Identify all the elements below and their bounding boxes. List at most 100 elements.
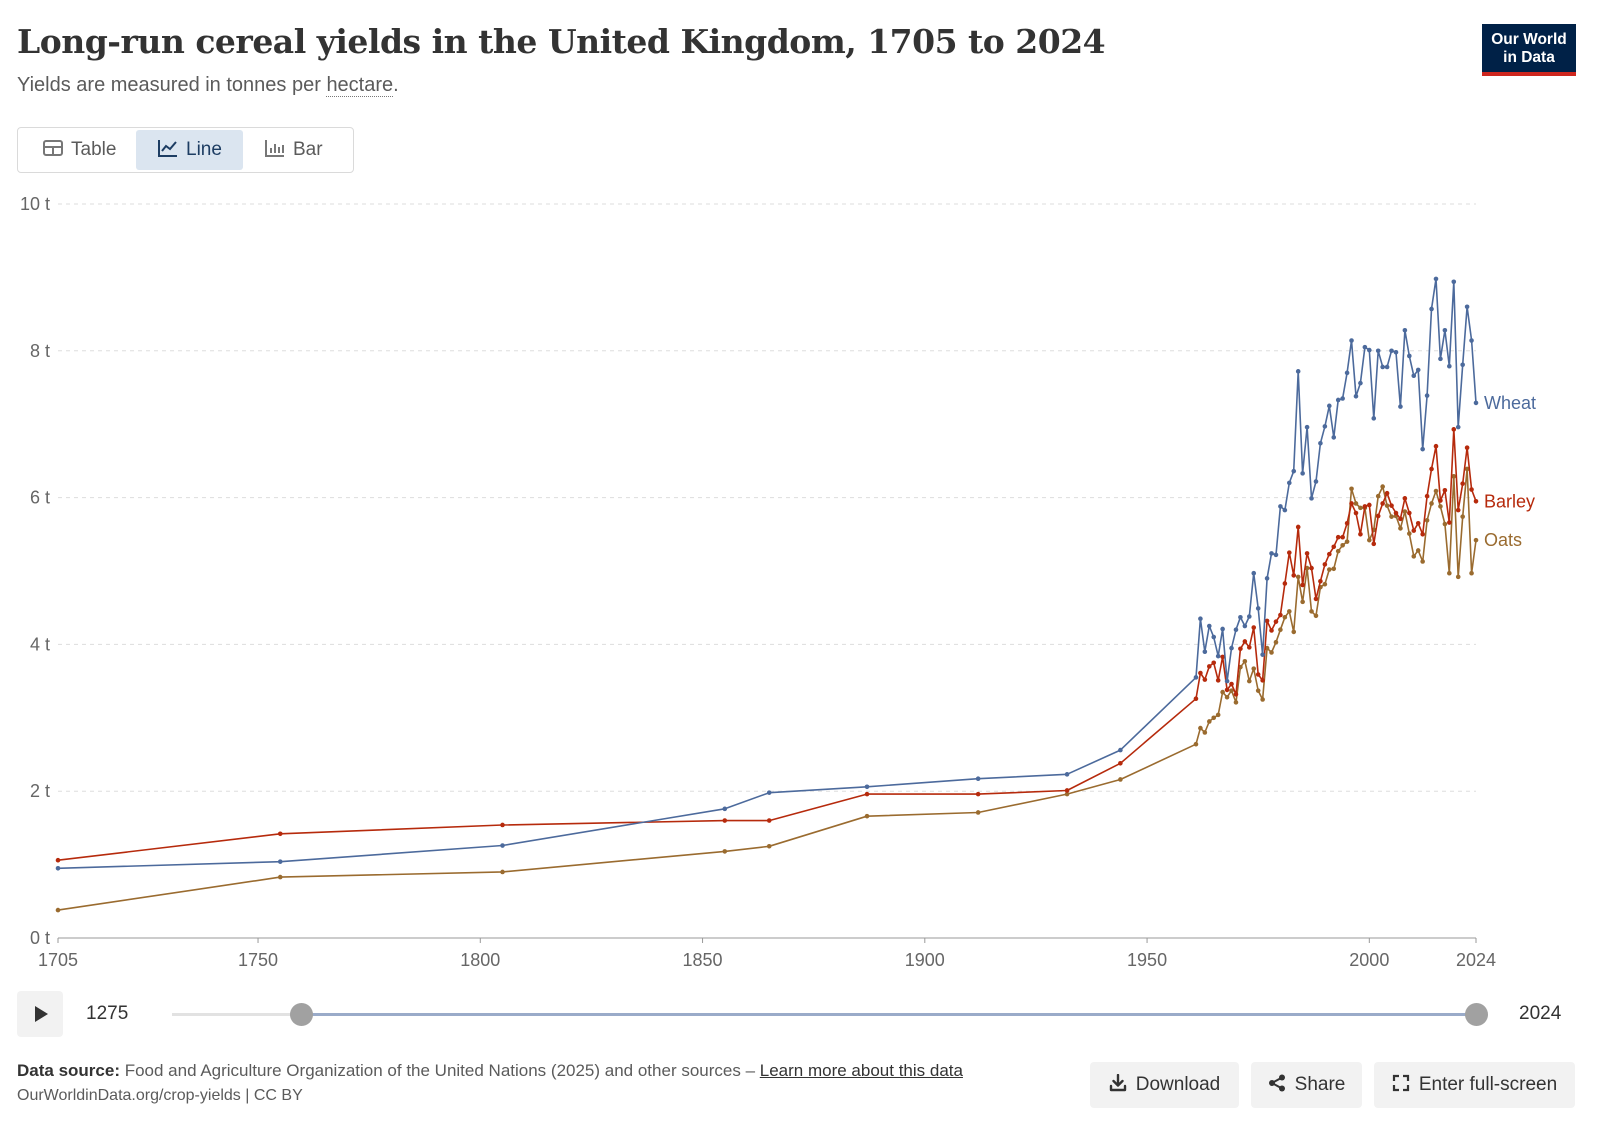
- data-point-oats: [1206, 719, 1212, 724]
- data-point-oats: [1349, 486, 1354, 492]
- data-point-wheat: [1309, 496, 1314, 501]
- play-button[interactable]: [17, 991, 63, 1037]
- tab-bar[interactable]: Bar: [244, 130, 349, 170]
- data-point-barley: [1424, 493, 1430, 499]
- data-point-oats: [277, 874, 283, 880]
- share-button[interactable]: Share: [1251, 1062, 1362, 1108]
- data-point-wheat: [1229, 645, 1234, 651]
- data-point-barley: [1242, 639, 1248, 644]
- data-point-wheat: [1318, 440, 1323, 446]
- data-point-barley: [1384, 490, 1390, 496]
- data-point-wheat: [1327, 403, 1332, 409]
- data-point-wheat: [1384, 364, 1390, 370]
- data-point-oats: [1322, 581, 1328, 587]
- share-icon: [1268, 1074, 1285, 1092]
- data-point-wheat: [1398, 404, 1403, 409]
- data-point-barley: [1389, 503, 1394, 508]
- data-point-barley: [1464, 445, 1470, 450]
- data-point-wheat: [1295, 369, 1301, 374]
- data-point-oats: [1251, 666, 1257, 671]
- data-point-oats: [1402, 509, 1408, 514]
- data-point-oats: [722, 849, 728, 854]
- x-tick-label: 1850: [683, 950, 723, 970]
- data-point-oats: [1287, 609, 1292, 614]
- data-point-wheat: [1264, 576, 1270, 581]
- data-point-wheat: [1224, 678, 1230, 684]
- data-point-wheat: [1424, 393, 1430, 398]
- timeline-end-handle[interactable]: [1465, 1003, 1488, 1026]
- data-source: Data source: Food and Agriculture Organi…: [17, 1061, 963, 1080]
- data-point-barley: [1415, 520, 1421, 526]
- data-point-wheat: [1322, 424, 1328, 429]
- data-point-wheat: [1429, 306, 1434, 312]
- data-point-oats: [1224, 694, 1230, 700]
- data-point-barley: [1402, 496, 1408, 501]
- learn-more-link[interactable]: Learn more about this data: [759, 1061, 963, 1080]
- credit-line: OurWorldinData.org/crop-yields | CC BY: [17, 1087, 303, 1104]
- data-point-barley: [1451, 427, 1457, 432]
- data-point-wheat: [1411, 373, 1417, 379]
- data-point-oats: [1367, 537, 1372, 543]
- table-icon: [43, 139, 63, 156]
- x-tick-label: 1900: [905, 950, 945, 970]
- data-point-barley: [1344, 520, 1350, 526]
- data-point-barley: [1349, 501, 1354, 506]
- timeline-start-handle[interactable]: [290, 1003, 313, 1026]
- timeline-end-label: 2024: [1519, 1003, 1562, 1024]
- data-point-oats: [1193, 741, 1199, 747]
- data-point-wheat: [1415, 367, 1421, 373]
- data-point-oats: [1064, 791, 1070, 797]
- data-point-wheat: [1358, 380, 1363, 386]
- fullscreen-button[interactable]: Enter full-screen: [1374, 1062, 1575, 1108]
- download-button[interactable]: Download: [1090, 1062, 1239, 1108]
- data-point-oats: [1420, 559, 1425, 564]
- data-point-oats: [1273, 639, 1279, 645]
- data-point-barley: [55, 857, 61, 863]
- data-point-barley: [1238, 646, 1243, 652]
- data-point-barley: [1429, 466, 1434, 472]
- hectare-link[interactable]: hectare: [326, 74, 394, 97]
- data-point-oats: [1384, 503, 1390, 508]
- series-label-oats: Oats: [1484, 530, 1522, 550]
- data-point-wheat: [1242, 623, 1248, 629]
- data-point-wheat: [1233, 627, 1239, 633]
- data-point-oats: [1411, 554, 1417, 559]
- expand-icon: [1392, 1074, 1409, 1092]
- x-tick-label: 1800: [460, 950, 500, 970]
- tab-table[interactable]: Table: [20, 130, 135, 170]
- data-point-oats: [1375, 493, 1381, 499]
- timeline-selected-range: [302, 1013, 1476, 1016]
- data-point-barley: [1211, 660, 1217, 666]
- data-point-oats: [1380, 484, 1385, 489]
- data-point-oats: [1242, 658, 1248, 664]
- data-point-oats: [1358, 505, 1363, 511]
- data-point-wheat: [1442, 327, 1448, 333]
- data-point-wheat: [1215, 653, 1221, 659]
- data-point-oats: [1442, 521, 1448, 527]
- data-point-oats: [975, 810, 981, 815]
- data-point-barley: [1460, 481, 1465, 486]
- data-point-wheat: [1438, 356, 1443, 362]
- owid-logo[interactable]: Our World in Data: [1482, 24, 1576, 76]
- data-point-wheat: [1335, 397, 1341, 403]
- data-point-wheat: [1313, 479, 1319, 484]
- data-point-wheat: [55, 865, 61, 871]
- data-point-oats: [864, 813, 870, 819]
- series-label-wheat: Wheat: [1484, 393, 1536, 413]
- data-point-barley: [1407, 510, 1412, 516]
- data-point-wheat: [1238, 614, 1243, 620]
- data-point-wheat: [722, 806, 728, 812]
- data-point-wheat: [1246, 614, 1252, 619]
- data-point-barley: [1327, 551, 1332, 557]
- data-point-barley: [864, 791, 870, 797]
- data-point-oats: [1295, 574, 1301, 580]
- data-point-barley: [1420, 532, 1425, 537]
- data-point-wheat: [277, 859, 283, 864]
- data-point-oats: [1335, 548, 1341, 554]
- tab-line[interactable]: Line: [136, 130, 243, 170]
- data-point-oats: [1455, 574, 1461, 580]
- y-tick-label: 0 t: [30, 928, 50, 948]
- line-chart: 0 t 2 t 4 t 6 t 8 t 10 t 1705 1750 1800 1850 1900 1…: [20, 194, 1536, 970]
- data-point-wheat: [1211, 634, 1217, 640]
- data-point-oats: [1464, 466, 1470, 472]
